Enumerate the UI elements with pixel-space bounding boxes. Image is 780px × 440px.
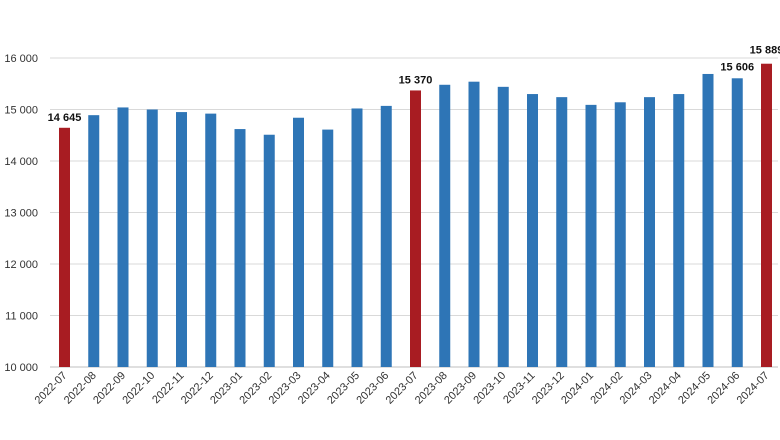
bar-2023-08 <box>439 84 451 367</box>
data-label: 15 606 <box>720 61 754 73</box>
bar-2023-03 <box>293 117 304 368</box>
bar-2023-02 <box>263 134 275 367</box>
data-label: 15 370 <box>399 74 433 86</box>
data-label: 15 889 <box>750 45 780 57</box>
bar-2024-04 <box>673 94 685 368</box>
bar-2023-07 <box>410 90 421 367</box>
bar-2023-06 <box>380 105 392 368</box>
bar-2023-04 <box>322 129 334 367</box>
bars <box>59 63 772 368</box>
bar-2024-06 <box>731 78 743 367</box>
bar-2024-05 <box>702 73 714 367</box>
x-tick-label: 2024-07 <box>735 370 772 407</box>
bar-2023-11 <box>527 94 538 368</box>
bar-2023-12 <box>556 97 568 367</box>
y-tick-label: 15 000 <box>4 105 38 117</box>
bar-2024-03 <box>644 97 655 367</box>
data-labels: 14 645 15 370 15 606 15 889 <box>48 45 780 124</box>
y-tick-label: 16 000 <box>4 53 38 65</box>
x-axis-tick-labels: 2022-072022-082022-092022-102022-112022-… <box>33 370 772 407</box>
bar-2022-11 <box>176 112 187 367</box>
bar-2023-09 <box>468 81 480 367</box>
bar-2022-07 <box>59 127 70 367</box>
y-tick-label: 14 000 <box>4 156 38 168</box>
x-tick-label: 2022-10 <box>120 370 157 407</box>
bar-2022-10 <box>146 109 158 367</box>
y-axis-tick-labels: 10 000 11 000 12 000 13 000 14 000 15 000 16 0… <box>4 53 38 374</box>
bar-2023-05 <box>351 108 363 367</box>
y-tick-label: 13 000 <box>4 208 38 220</box>
y-tick-label: 10 000 <box>4 362 38 374</box>
bar-2023-01 <box>234 129 246 367</box>
bar-2024-01 <box>585 104 597 368</box>
bar-2024-02 <box>614 102 626 367</box>
data-label: 14 645 <box>48 112 82 124</box>
y-tick-label: 11 000 <box>5 311 38 323</box>
bar-2023-10 <box>497 86 509 367</box>
bar-2022-08 <box>88 115 100 367</box>
bar-2022-12 <box>205 113 217 368</box>
y-tick-label: 12 000 <box>4 259 38 271</box>
x-tick-label: 2023-10 <box>471 370 508 407</box>
bar-2022-09 <box>117 107 129 367</box>
bar-2024-07 <box>761 63 772 368</box>
